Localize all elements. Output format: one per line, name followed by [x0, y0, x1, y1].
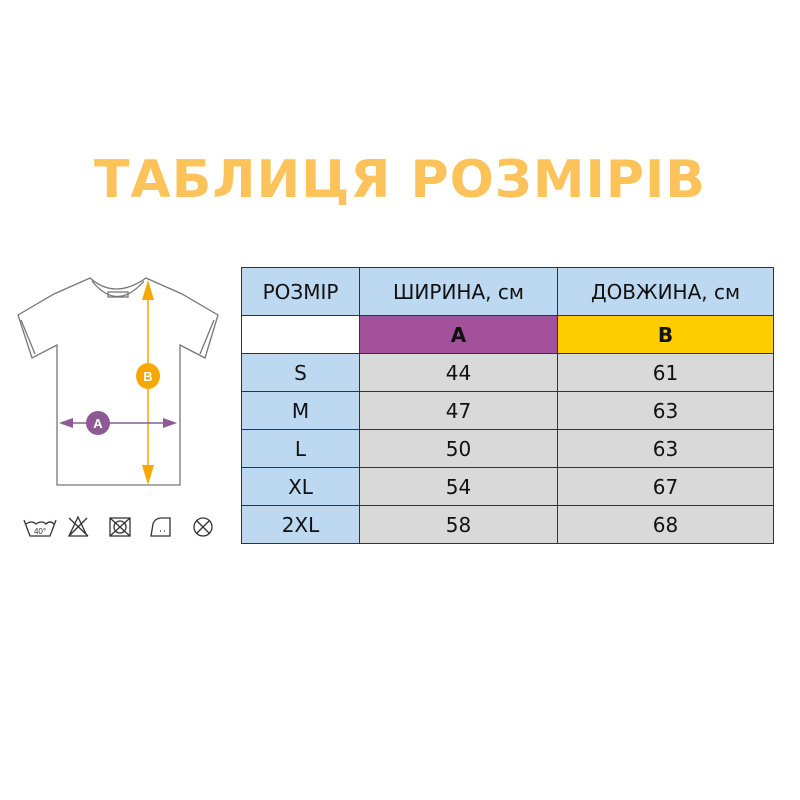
- length-cell: 67: [557, 467, 774, 506]
- width-cell: 47: [359, 391, 558, 430]
- header-width: ШИРИНА, см: [359, 267, 558, 316]
- size-cell: M: [241, 391, 360, 430]
- length-cell: 63: [557, 391, 774, 430]
- tshirt-outline-icon: [17, 277, 219, 486]
- size-cell: S: [241, 353, 360, 392]
- table-row: L 50 63: [241, 429, 774, 468]
- page-title: ТАБЛИЦЯ РОЗМІРІВ: [94, 150, 706, 210]
- label-a: A: [93, 416, 103, 431]
- width-cell: 44: [359, 353, 558, 392]
- no-tumble-dry-icon: [109, 517, 131, 537]
- table-sublabel-row: A B: [241, 315, 774, 354]
- length-arrow-b: B: [136, 280, 160, 485]
- wash-temperature: 40°: [34, 527, 46, 536]
- length-cell: 68: [557, 505, 774, 544]
- size-cell: 2XL: [241, 505, 360, 544]
- sublabel-a: A: [359, 315, 558, 354]
- size-table: РОЗМІР ШИРИНА, см ДОВЖИНА, см A B S 44 61 …: [241, 267, 774, 544]
- width-cell: 58: [359, 505, 558, 544]
- width-cell: 50: [359, 429, 558, 468]
- sublabel-empty: [241, 315, 360, 354]
- header-length: ДОВЖИНА, см: [557, 267, 774, 316]
- table-row: M 47 63: [241, 391, 774, 430]
- size-cell: XL: [241, 467, 360, 506]
- table-header-row: РОЗМІР ШИРИНА, см ДОВЖИНА, см: [241, 267, 774, 316]
- label-b: B: [143, 369, 152, 384]
- header-size: РОЗМІР: [241, 267, 360, 316]
- width-cell: 54: [359, 467, 558, 506]
- table-row: 2XL 58 68: [241, 505, 774, 544]
- tshirt-diagram: B A 40°: [17, 277, 219, 537]
- no-bleach-icon: [67, 515, 89, 537]
- size-cell: L: [241, 429, 360, 468]
- sublabel-b: B: [557, 315, 774, 354]
- length-cell: 63: [557, 429, 774, 468]
- width-arrow-a: A: [59, 411, 177, 435]
- wash-40-icon: 40°: [23, 519, 57, 537]
- no-dry-clean-icon: [193, 517, 213, 537]
- table-row: S 44 61: [241, 353, 774, 392]
- length-cell: 61: [557, 353, 774, 392]
- table-row: XL 54 67: [241, 467, 774, 506]
- iron-low-icon: [150, 517, 171, 537]
